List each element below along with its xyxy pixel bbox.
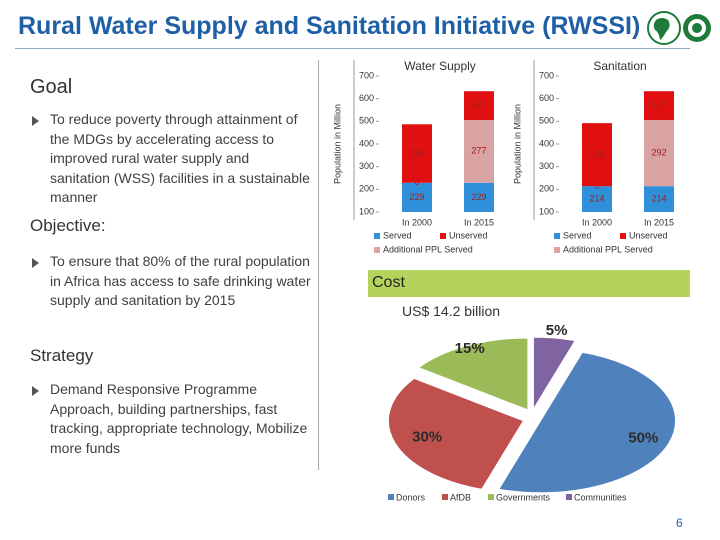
logo <box>647 11 711 45</box>
data-label: 15% <box>455 340 485 357</box>
bar-segment <box>402 182 432 212</box>
y-tick-label: 700 <box>359 70 374 80</box>
bullet <box>32 116 39 126</box>
slide-title: Rural Water Supply and Sanitation Initia… <box>18 12 641 40</box>
data-label: 50% <box>628 430 658 447</box>
bullet <box>32 386 39 396</box>
y-tick-label: 100 <box>539 206 554 216</box>
x-tick-label: In 2015 <box>644 217 674 227</box>
objective-item: To ensure that 80% of the rural populati… <box>50 253 311 308</box>
y-tick-label: 500 <box>539 116 554 126</box>
data-label: 229 <box>409 192 424 202</box>
y-tick-label: 100 <box>359 206 374 216</box>
data-label: 214 <box>589 193 604 203</box>
x-tick-label: In 2000 <box>402 217 432 227</box>
pie-slice <box>387 377 525 490</box>
chart-title: Water Supply <box>404 59 476 73</box>
bar-segment <box>464 91 494 120</box>
y-axis-label: Population in Million <box>332 104 342 184</box>
x-tick-label: In 2015 <box>464 217 494 227</box>
legend-swatch <box>374 247 380 253</box>
page-number: 6 <box>676 516 683 530</box>
bar-segment <box>582 123 612 187</box>
bullet <box>32 258 39 268</box>
goal-heading: Goal <box>30 76 73 98</box>
y-tick-label: 300 <box>539 161 554 171</box>
chart-title: Sanitation <box>593 59 646 73</box>
data-label: 277 <box>471 146 486 156</box>
objective-heading: Objective: <box>30 216 106 235</box>
y-tick-label: 200 <box>359 184 374 194</box>
y-tick-label: 600 <box>539 93 554 103</box>
strategy-heading: Strategy <box>30 346 94 365</box>
pie-slice <box>532 336 576 411</box>
legend-label: Unserved <box>449 230 488 240</box>
y-tick-label: 200 <box>539 184 554 194</box>
data-label: 127 <box>471 100 486 110</box>
y-tick-label: 400 <box>359 138 374 148</box>
legend-label: Donors <box>396 492 426 502</box>
legend-swatch <box>620 233 626 239</box>
cost-amount: US$ 14.2 billion <box>402 303 501 319</box>
legend-label: Served <box>383 230 412 240</box>
panel-divider <box>318 60 319 470</box>
legend-label: Additional PPL Served <box>383 244 473 254</box>
data-label: 292 <box>651 147 666 157</box>
bar-segment <box>644 119 674 187</box>
cost-box <box>368 270 690 297</box>
title-rule <box>15 48 690 49</box>
cost-heading: Cost <box>372 274 405 291</box>
pie-slice <box>417 337 529 411</box>
data-label: 214 <box>651 193 666 203</box>
legend-swatch <box>374 233 380 239</box>
legend-swatch <box>566 494 572 500</box>
y-tick-label: 300 <box>359 161 374 171</box>
data-label: 127 <box>651 100 666 110</box>
bar-segment <box>464 119 494 183</box>
y-tick-label: 400 <box>539 138 554 148</box>
legend-swatch <box>440 233 446 239</box>
data-label: 278 <box>589 149 604 159</box>
data-label: 258 <box>409 148 424 158</box>
y-tick-label: 600 <box>359 93 374 103</box>
bar-segment <box>464 182 494 212</box>
bar-segment <box>582 186 612 212</box>
legend-label: Governments <box>496 492 551 502</box>
bar-segment <box>644 91 674 120</box>
y-axis-label: Population in Million <box>512 104 522 184</box>
legend-swatch <box>442 494 448 500</box>
bar-segment <box>644 186 674 212</box>
legend-label: Communities <box>574 492 627 502</box>
pie-slice <box>498 351 676 494</box>
legend-swatch <box>388 494 394 500</box>
goal-item: To reduce poverty through attainment of … <box>50 111 310 205</box>
bar-segment <box>402 124 432 183</box>
data-label: 229 <box>471 192 486 202</box>
legend-label: AfDB <box>450 492 471 502</box>
y-tick-label: 700 <box>539 70 554 80</box>
data-label: 5% <box>546 322 568 339</box>
data-label: 30% <box>412 428 442 445</box>
legend-label: Additional PPL Served <box>563 244 653 254</box>
legend-label: Unserved <box>629 230 668 240</box>
legend-label: Served <box>563 230 592 240</box>
strategy-item: Demand Responsive Programme Approach, bu… <box>50 381 308 456</box>
y-tick-label: 500 <box>359 116 374 126</box>
legend-swatch <box>488 494 494 500</box>
legend-swatch <box>554 233 560 239</box>
legend-swatch <box>554 247 560 253</box>
x-tick-label: In 2000 <box>582 217 612 227</box>
